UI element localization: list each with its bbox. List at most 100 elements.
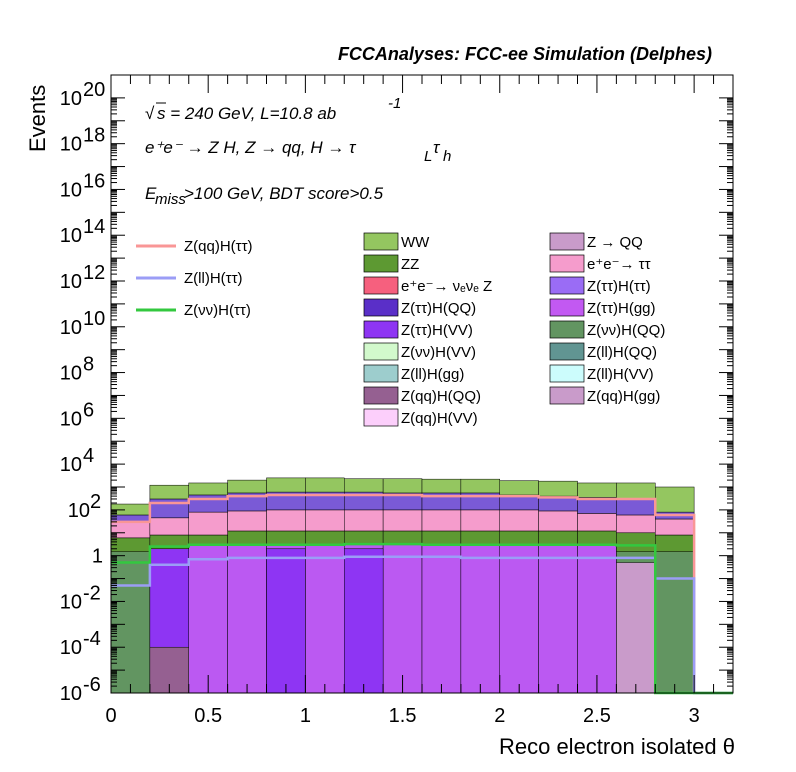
stack-bar — [227, 479, 267, 494]
stack-bar — [421, 478, 462, 494]
stack-bar — [421, 509, 462, 532]
cut-e: E — [145, 184, 157, 203]
y-tick-label: 10 — [60, 88, 82, 110]
y-tick-label: 10 — [60, 591, 82, 613]
legend-fill-swatch — [549, 342, 585, 361]
legend-entry: Z(qq)H(ττ) — [184, 238, 253, 255]
stack-bar — [188, 482, 228, 496]
x-tick-label: 0.5 — [194, 705, 222, 727]
plot-area — [110, 477, 733, 695]
y-tick-exponent: 20 — [83, 79, 105, 101]
stack-bar — [460, 478, 500, 494]
legend-fill-swatch — [549, 386, 585, 405]
y-tick-exponent: 10 — [83, 308, 105, 330]
component-bar — [460, 544, 500, 694]
cut-sub: miss — [155, 191, 186, 208]
y-tick-exponent: -4 — [83, 628, 101, 650]
y-tick-label: 10 — [60, 271, 82, 293]
component-bar — [382, 544, 423, 694]
y-tick-label: 10 — [60, 683, 82, 705]
stack-bar — [499, 509, 539, 532]
y-tick-exponent: 4 — [83, 445, 94, 467]
annotation-cut: E miss >100 GeV, BDT score>0.5 — [145, 184, 384, 208]
y-tick-exponent: -6 — [83, 674, 101, 696]
component-bar — [305, 544, 345, 694]
y-tick-exponent: 2 — [90, 491, 101, 513]
chart-title: FCCAnalyses: FCC-ee Simulation (Delphes) — [338, 44, 712, 64]
energy-text: s = 240 GeV, L=10.8 ab — [157, 104, 336, 123]
stack-bar — [149, 484, 189, 500]
legend-fill-swatch — [549, 364, 585, 383]
legend-entry: Z(νν)H(QQ) — [587, 322, 665, 339]
stack-bar — [538, 480, 578, 497]
legend-entry: Z(qq)H(gg) — [587, 388, 660, 405]
legend-entry: Z(qq)H(QQ) — [401, 388, 481, 405]
stack-bar — [188, 511, 228, 536]
annotation-process: e⁺e⁻ → Z H, Z → qq, H → τ L τ h — [145, 138, 451, 165]
legend-entry: Z(ττ)H(ττ) — [587, 278, 651, 295]
y-tick-label: 10 — [60, 225, 82, 247]
legend-entry: ZZ — [401, 256, 419, 273]
legend-entry: Z(ll)H(gg) — [401, 366, 464, 383]
legend-fill-swatch — [363, 320, 399, 339]
stack-bar — [382, 509, 423, 532]
x-tick-label: 2 — [494, 705, 505, 727]
stack-bar — [188, 494, 228, 513]
y-tick-label: 10 — [60, 637, 82, 659]
stack-bar — [344, 478, 384, 493]
cut-text: >100 GeV, BDT score>0.5 — [184, 184, 384, 203]
legend-fill-swatch — [363, 276, 399, 295]
y-tick-exponent: 8 — [83, 354, 94, 376]
x-tick-label: 1.5 — [389, 705, 417, 727]
legend-entry: e⁺e⁻→ ττ — [587, 256, 651, 273]
lumi-exponent: -1 — [388, 95, 401, 112]
legend-fill-swatch — [363, 298, 399, 317]
legend-entry: e⁺e⁻→ νₑνₑ Z — [401, 278, 492, 295]
y-tick-label: 10 — [60, 317, 82, 339]
legend-entry: Z(νν)H(ττ) — [184, 302, 251, 319]
legend-fill-swatch — [363, 232, 399, 251]
legend-entry: Z(ττ)H(VV) — [401, 322, 473, 339]
legend-fill-swatch — [363, 386, 399, 405]
y-tick-label: 10 — [68, 500, 90, 522]
stack-bar — [227, 510, 267, 532]
y-tick-exponent: 18 — [83, 125, 105, 147]
y-tick-label: 1 — [92, 546, 103, 568]
component-bar — [188, 544, 228, 694]
y-tick-label: 10 — [60, 363, 82, 385]
component-bar — [538, 544, 578, 694]
x-tick-label: 3 — [689, 705, 700, 727]
stack-bar — [305, 509, 345, 532]
stack-bar — [149, 517, 189, 536]
component-bar — [344, 548, 384, 694]
legend-fill-swatch — [549, 320, 585, 339]
stack-bar — [499, 480, 539, 496]
process-sub1: L — [424, 148, 432, 165]
y-axis-label: Events — [25, 85, 50, 152]
x-tick-label: 2.5 — [583, 705, 611, 727]
legend-entry: Z(ll)H(VV) — [587, 366, 654, 383]
series-line — [111, 493, 733, 695]
legend-entry: Z(ll)H(QQ) — [587, 344, 657, 361]
legend: Z(qq)H(ττ) Z(ll)H(ττ) Z(νν)H(ττ) WW ZZ e⁺e⁻→ … — [136, 232, 665, 427]
y-tick-exponent: 12 — [83, 262, 105, 284]
stack-bar — [460, 509, 500, 532]
x-axis-label: Reco electron isolated θ — [499, 734, 735, 759]
legend-fill-swatch — [363, 408, 399, 427]
legend-fill-swatch — [363, 342, 399, 361]
legend-fill-swatch — [549, 232, 585, 251]
component-bar — [266, 548, 306, 694]
stack-bar — [577, 513, 617, 532]
process-sub2: h — [443, 148, 451, 165]
component-bar — [655, 551, 695, 694]
stack-bar — [266, 509, 306, 532]
x-tick-label: 1 — [300, 705, 311, 727]
stack-bar — [655, 486, 695, 513]
y-tick-exponent: 16 — [83, 170, 105, 192]
y-tick-label: 10 — [60, 179, 82, 201]
component-bar — [110, 551, 151, 694]
y-tick-label: 10 — [60, 134, 82, 156]
stack-bar — [382, 478, 423, 494]
legend-entry: Z(ττ)H(QQ) — [401, 300, 476, 317]
